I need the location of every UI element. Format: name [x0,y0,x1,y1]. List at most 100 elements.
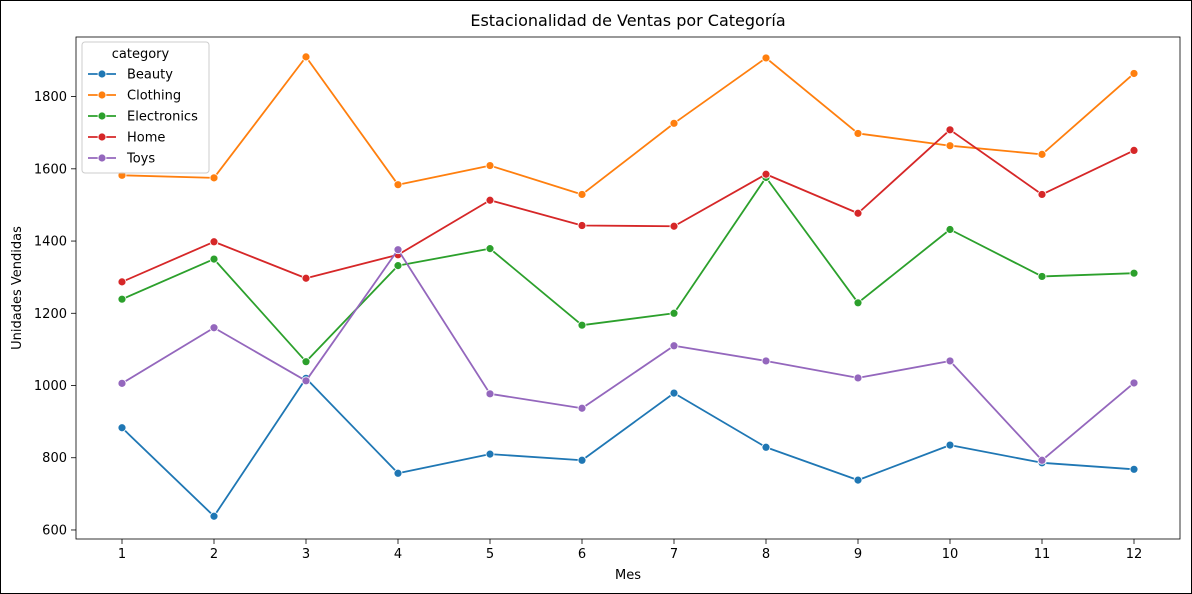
data-point [393,468,403,478]
y-tick-label: 1800 [34,90,67,105]
data-point [577,221,587,230]
legend-title: category [112,47,170,62]
chart-title: Estacionalidad de Ventas por Categoría [470,11,785,30]
data-point [1129,146,1139,155]
data-point [209,323,219,333]
data-point [945,125,955,135]
x-tick-label: 6 [578,547,586,562]
data-point [117,378,127,388]
data-point [761,356,771,366]
data-point [393,180,403,190]
x-tick-label: 11 [1034,547,1051,562]
data-point [853,129,863,138]
data-point [945,356,955,366]
y-tick-label: 1200 [34,307,67,322]
legend-item-home: Home [88,131,165,146]
x-tick-label: 3 [302,547,310,562]
data-point [761,169,771,179]
data-point [945,141,955,151]
data-point [669,388,679,398]
y-tick-label: 1000 [34,379,67,394]
legend-item-clothing: Clothing [88,89,181,104]
legend-label: Beauty [127,68,173,83]
legend-marker [97,69,107,79]
x-tick-label: 8 [762,547,770,562]
data-point [393,261,403,271]
plot-area: 1 2 3 4 5 6 7 8 9 10 11 126008001000120014001600180… [34,36,1181,562]
data-point [577,455,587,465]
x-tick-label: 9 [854,547,862,562]
x-tick-label: 1 [118,547,126,562]
data-point [669,221,679,231]
data-point [117,277,127,287]
series-line [121,55,1135,196]
series-electronics [117,173,1139,367]
data-point [669,341,679,351]
data-point [853,373,863,383]
series-line [121,176,1135,363]
x-axis-label: Mes [615,568,641,583]
data-point [1037,190,1047,199]
series-clothing [117,52,1139,199]
x-tick-label: 5 [486,547,494,562]
legend-marker [97,153,107,163]
y-tick-label: 800 [42,451,67,466]
legend-label: Clothing [127,89,181,104]
data-point [577,403,587,413]
data-point [301,357,311,367]
data-point [209,254,219,264]
data-point [853,298,863,308]
data-point [209,237,219,247]
legend-item-electronics: Electronics [88,110,198,125]
x-tick-label: 10 [942,547,959,562]
x-tick-label: 12 [1126,547,1143,562]
x-tick-label: 7 [670,547,678,562]
series-line [121,128,1135,283]
y-tick-label: 1400 [34,235,67,250]
data-point [485,195,495,205]
data-point [669,308,679,318]
data-point [669,118,679,128]
y-tick-label: 600 [42,523,67,538]
data-point [485,389,495,399]
data-point [117,423,127,433]
y-tick-label: 1600 [34,162,67,177]
data-point [301,376,311,386]
legend-marker [97,132,107,142]
data-point [117,294,127,304]
series-toys [117,245,1139,465]
data-point [945,440,955,450]
x-tick-label: 4 [394,547,402,562]
data-point [853,208,863,218]
legend-item-beauty: Beauty [88,68,173,83]
data-point [1129,69,1139,78]
data-point [209,173,219,183]
data-point [209,511,219,521]
data-point [577,190,587,199]
data-point [761,53,771,63]
data-point [945,225,955,234]
data-point [485,244,495,254]
data-point [301,273,311,283]
y-axis-label: Unidades Vendidas [10,226,25,350]
series-line [121,377,1135,518]
data-point [1129,464,1139,474]
legend: category Beauty Clothing Electronics Home Toy… [81,41,210,174]
data-point [1129,268,1139,278]
series-home [117,125,1139,287]
data-point [853,475,863,485]
data-point [1037,272,1047,281]
data-point [485,449,495,459]
data-point [1037,149,1047,159]
legend-label: Home [127,131,165,146]
x-tick-label: 2 [210,547,218,562]
legend-label: Toys [126,152,155,167]
legend-label: Electronics [127,110,198,125]
legend-marker [97,90,107,100]
series-line [121,248,1135,462]
legend-item-toys: Toys [88,152,155,167]
data-point [393,245,403,255]
data-point [301,52,311,62]
data-point [761,442,771,452]
